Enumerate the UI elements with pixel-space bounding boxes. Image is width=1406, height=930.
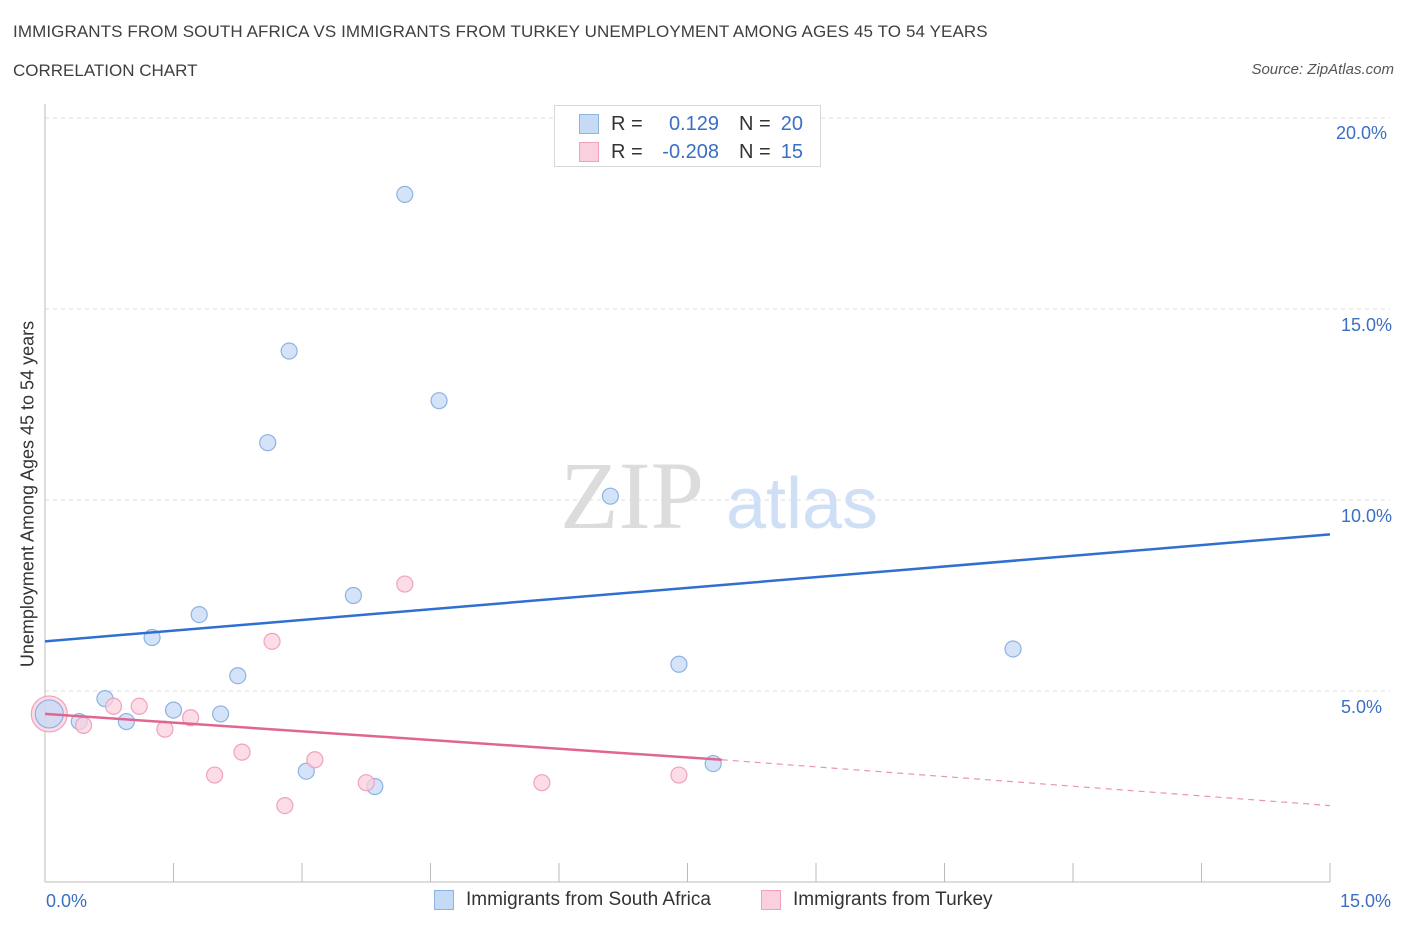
point-turkey: [357, 774, 375, 792]
legend-item-turkey[interactable]: Immigrants from Turkey: [761, 889, 993, 911]
point-turkey: [276, 796, 294, 815]
legend-label-south-africa: Immigrants from South Africa: [466, 889, 711, 910]
legend-row-turkey: R = -0.208 N = 15: [579, 140, 803, 164]
watermark: ZIP atlas: [560, 442, 878, 549]
legend-label-turkey: Immigrants from Turkey: [793, 889, 993, 910]
y-tick-label-20: 20.0%: [1336, 123, 1388, 143]
legend-row-south-africa: R = 0.129 N = 20: [579, 112, 803, 136]
point-turkey: [233, 743, 251, 761]
watermark-atlas: atlas: [726, 464, 878, 544]
point-south-africa: [1004, 640, 1022, 658]
legend-swatch-south-africa: [434, 890, 454, 910]
point-south-africa: [601, 487, 620, 505]
series-legend: Immigrants from South Africa Immigrants …: [0, 889, 1406, 915]
point-turkey: [74, 716, 93, 734]
trend-line-turkey: [44, 712, 722, 762]
legend-r-label: R =: [611, 112, 643, 135]
point-turkey: [130, 697, 148, 715]
legend-n-label: N =: [739, 112, 771, 135]
point-turkey: [104, 697, 123, 715]
chart-title: IMMIGRANTS FROM SOUTH AFRICA VS IMMIGRAN…: [13, 22, 988, 41]
legend-n-label: N =: [739, 140, 771, 163]
point-turkey: [533, 774, 551, 792]
legend-r-value: 0.129: [668, 112, 719, 135]
point-south-africa: [280, 342, 298, 360]
legend-n-value: 15: [780, 140, 803, 163]
grid-lines: [45, 117, 1390, 692]
point-south-africa: [259, 434, 277, 452]
axes: [44, 104, 1331, 883]
data-points: [30, 185, 1022, 815]
point-south-africa: [297, 762, 315, 780]
legend-item-south-africa[interactable]: Immigrants from South Africa: [434, 889, 711, 911]
point-south-africa: [430, 392, 448, 410]
x-tick-label-min: 0.0%: [46, 891, 88, 911]
chart-subtitle: CORRELATION CHART: [13, 61, 198, 80]
point-turkey: [206, 766, 224, 784]
point-turkey: [306, 751, 324, 769]
legend-r-value: -0.208: [662, 140, 719, 163]
y-tick-label-5: 5.0%: [1341, 697, 1383, 717]
point-south-africa: [229, 667, 247, 685]
point-south-africa: [670, 655, 688, 673]
point-south-africa: [190, 605, 208, 624]
point-turkey: [263, 632, 281, 650]
legend-swatch-south-africa: [579, 114, 599, 134]
point-south-africa: [164, 701, 183, 719]
point-south-africa: [396, 185, 414, 203]
point-turkey: [182, 709, 200, 727]
trend-extension-turkey: [721, 759, 1331, 807]
y-tick-label-10: 10.0%: [1341, 506, 1393, 526]
y-axis-title: Unemployment Among Ages 45 to 54 years: [17, 320, 38, 668]
legend-r-label: R =: [611, 140, 643, 163]
stats-legend: R = 0.129 N = 20 R = -0.208 N = 15: [554, 105, 821, 167]
trend-line-south-africa: [44, 533, 1331, 643]
point-south-africa: [117, 712, 135, 731]
trend-lines: [44, 533, 1331, 807]
point-turkey: [670, 766, 688, 784]
legend-swatch-turkey: [761, 890, 781, 910]
source-credit: Source: ZipAtlas.com: [1251, 61, 1394, 78]
y-tick-label-15: 15.0%: [1341, 315, 1393, 335]
legend-swatch-turkey: [579, 142, 599, 162]
watermark-zip: ZIP: [560, 442, 704, 549]
point-turkey: [396, 575, 414, 593]
point-south-africa: [212, 705, 230, 723]
x-tick-label-max: 15.0%: [1340, 891, 1392, 911]
point-south-africa: [344, 586, 362, 605]
legend-n-value: 20: [780, 112, 803, 135]
